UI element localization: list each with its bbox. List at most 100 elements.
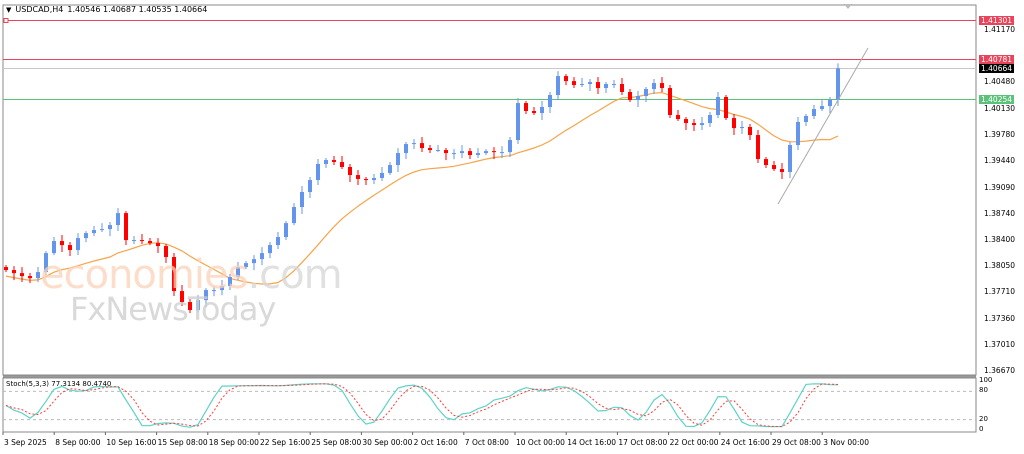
time-tick-label: 24 Oct 16:00 xyxy=(720,438,770,447)
candle xyxy=(700,117,704,131)
candle-body xyxy=(172,257,176,292)
candle xyxy=(532,107,536,116)
chart-shift-icon[interactable] xyxy=(844,4,852,9)
candle xyxy=(788,142,792,179)
candle-body xyxy=(764,159,768,166)
time-tick-label: 2 Oct 16:00 xyxy=(413,438,458,447)
level-handle[interactable] xyxy=(3,18,9,23)
candle-body xyxy=(748,126,752,136)
candle-body xyxy=(388,165,392,173)
trendline[interactable] xyxy=(777,47,869,205)
candle-body xyxy=(196,300,200,311)
candle-body xyxy=(68,245,72,251)
candle-body xyxy=(628,91,632,101)
candle xyxy=(140,234,144,245)
time-tick-label: 3 Sep 2025 xyxy=(4,438,47,447)
candle-body xyxy=(684,119,688,124)
candle-body xyxy=(596,82,600,89)
candle xyxy=(60,235,64,253)
candle xyxy=(52,237,56,256)
candle-body xyxy=(708,115,712,124)
candle-body xyxy=(116,213,120,226)
candle xyxy=(668,85,672,119)
candle-body xyxy=(180,291,184,303)
candle-body xyxy=(4,267,8,271)
candle-body xyxy=(772,165,776,170)
candle-body xyxy=(228,277,232,287)
time-tick-label: 29 Oct 08:00 xyxy=(772,438,821,447)
candle xyxy=(428,145,432,154)
candle-body xyxy=(820,106,824,110)
candle-body xyxy=(316,163,320,181)
candle xyxy=(436,145,440,153)
candle-body xyxy=(164,246,168,258)
candle xyxy=(36,267,40,283)
time-tick-label: 10 Sep 16:00 xyxy=(106,438,157,447)
candle-body xyxy=(524,103,528,112)
candle xyxy=(484,149,488,156)
price-tick-label: 1.38740 xyxy=(984,209,1016,219)
candle-body xyxy=(76,238,80,251)
candle-body xyxy=(348,167,352,176)
candle xyxy=(452,149,456,160)
candle xyxy=(12,266,16,281)
moving-average-line xyxy=(5,91,839,285)
time-tick-label: 22 Oct 00:00 xyxy=(669,438,719,447)
candle xyxy=(388,162,392,175)
candle-body xyxy=(404,144,408,154)
price-tag-current: 1.40664 xyxy=(979,63,1015,73)
candle xyxy=(364,176,368,186)
candle xyxy=(612,80,616,89)
candle xyxy=(524,101,528,115)
candle-body xyxy=(604,84,608,89)
candle-body xyxy=(556,76,560,96)
candle-body xyxy=(52,241,56,254)
time-tick-label: 22 Sep 16:00 xyxy=(260,438,311,447)
candle xyxy=(20,267,24,283)
candle-body xyxy=(652,83,656,90)
candle-body xyxy=(100,229,104,231)
candle xyxy=(644,87,648,103)
dropdown-triangle-icon[interactable]: ▼ xyxy=(6,5,12,14)
candle xyxy=(732,114,736,136)
candle xyxy=(444,148,448,161)
candle xyxy=(108,222,112,237)
candle xyxy=(548,92,552,113)
time-tick-label: 18 Sep 00:00 xyxy=(208,438,259,447)
candle xyxy=(316,158,320,186)
candle-body xyxy=(548,95,552,107)
candle-body xyxy=(340,162,344,168)
candle xyxy=(348,164,352,183)
price-tick-label: 1.39780 xyxy=(984,130,1016,140)
candle xyxy=(156,238,160,254)
candle-body xyxy=(740,126,744,129)
candle xyxy=(332,156,336,166)
candle xyxy=(492,147,496,160)
candle-body xyxy=(676,115,680,120)
candle xyxy=(708,112,712,128)
candle-body xyxy=(460,151,464,154)
candle xyxy=(628,88,632,103)
candle xyxy=(292,203,296,226)
candle-body xyxy=(396,153,400,166)
candle-body xyxy=(284,223,288,238)
candle-body xyxy=(796,121,800,146)
candle xyxy=(252,255,256,271)
candle xyxy=(692,119,696,132)
candle xyxy=(236,262,240,281)
price-tick-label: 1.39440 xyxy=(984,156,1016,166)
time-tick-label: 14 Oct 16:00 xyxy=(567,438,617,447)
stoch-header: Stoch(5,3,3) 77.3134 80.4740 xyxy=(6,380,112,388)
candle xyxy=(164,244,168,264)
price-tag-resistance: 1.41301 xyxy=(979,15,1015,25)
candle-body xyxy=(572,81,576,86)
candle-body xyxy=(780,169,784,173)
candle-body xyxy=(636,96,640,101)
candle xyxy=(356,170,360,185)
candle xyxy=(660,77,664,93)
candle-body xyxy=(716,96,720,116)
candle-body xyxy=(756,135,760,160)
candle xyxy=(588,79,592,92)
candle xyxy=(180,285,184,307)
